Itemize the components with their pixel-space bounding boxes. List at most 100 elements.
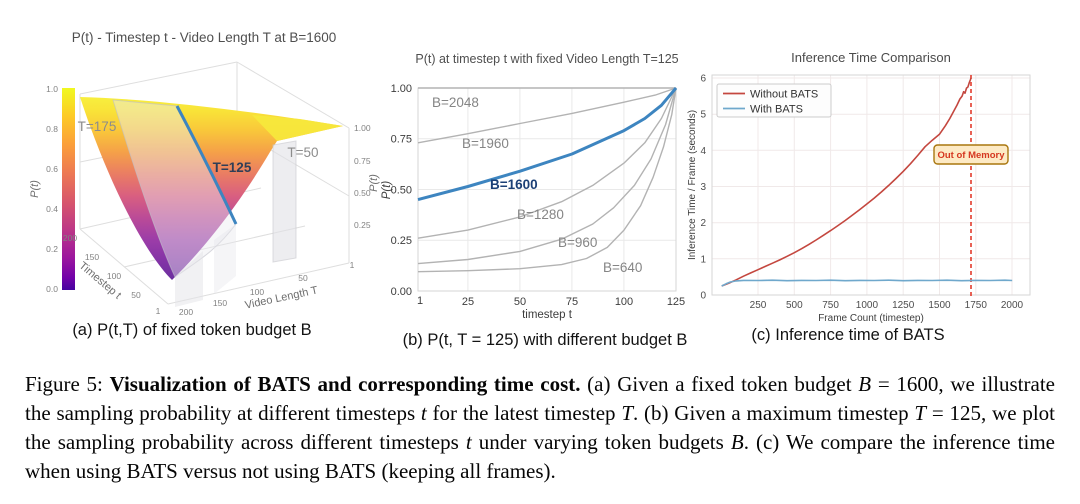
colorbar-tick: 1.0 — [46, 84, 58, 94]
panel-a-title: P(t) - Timestep t - Video Length T at B=… — [72, 30, 337, 45]
panel-c-legend: Without BATS With BATS — [716, 83, 832, 118]
colorbar-tick: 0.4 — [46, 204, 58, 214]
y-tick-label: 1 — [700, 254, 706, 265]
y-tick-label: 0.75 — [391, 134, 412, 146]
z-tick-label: 0.75 — [354, 156, 371, 166]
slice-floor-column-1 — [175, 251, 203, 307]
y-tick-label: 1.00 — [391, 83, 412, 95]
figure-panels: P(t) - Timestep t - Video Length T at B=… — [29, 30, 1031, 349]
y-tick-label: 0 — [700, 291, 706, 302]
colorbar-tick: 0.2 — [46, 244, 58, 254]
x-tick-label: 2000 — [1001, 300, 1024, 311]
caption-segment: T — [914, 401, 927, 425]
x-tick-label: 1750 — [965, 300, 988, 311]
panel-a-video-length-axis: 200 150 100 50 1 Video Length T — [179, 260, 355, 317]
caption-segment: T — [621, 401, 633, 425]
slice-plane-t50 — [272, 140, 297, 263]
panel-c-y-axis: 6 5 4 3 2 1 0 Inference Time / Frame (se… — [687, 74, 706, 302]
caption-segment: = 125, we plot the sampling probability … — [25, 401, 1055, 454]
colorbar-gradient — [62, 88, 75, 290]
caption-segment: Visualization of BATS and corresponding … — [109, 372, 581, 396]
x-tick-label: 1 — [417, 295, 423, 307]
caption-segment: B — [730, 430, 744, 454]
oom-badge-text: Out of Memory — [937, 150, 1005, 161]
curve-b1280 — [417, 87, 677, 239]
oom-badge-box — [933, 144, 1009, 165]
panel-b-x-axis-label: timestep t — [522, 309, 573, 321]
colorbar-tick: 0.6 — [46, 164, 58, 174]
curve-b640 — [417, 87, 677, 273]
panel-b-line-chart: P(t) at timestep t with fixed Video Leng… — [381, 52, 687, 349]
caption-segment: (a) Given a fixed token budget — [580, 372, 859, 396]
x-tick-label: 1250 — [892, 300, 915, 311]
x-tick-label: 200 — [63, 233, 77, 243]
figure-caption: Figure 5: Visualization of BATS and corr… — [0, 360, 1080, 486]
slice-label-t125: T=125 — [213, 160, 252, 175]
curve-label-b1280: B=1280 — [517, 207, 564, 222]
panel-c-plot-border — [711, 74, 1031, 296]
caption-segment: t — [420, 401, 427, 425]
y-tick-label: 2 — [700, 218, 706, 229]
curve-label-b640: B=640 — [603, 260, 642, 275]
panel-b-y-axis: 1.00 0.75 0.50 0.25 0.00 P(t) — [381, 83, 412, 298]
figure-svg: P(t) - Timestep t - Video Length T at B=… — [29, 30, 1031, 349]
x-tick-label: 1000 — [856, 300, 879, 311]
panel-a-subcaption: (a) P(t,T) of fixed token budget B — [72, 321, 311, 339]
x-tick-label: 250 — [750, 300, 767, 311]
legend-label-without-bats: Without BATS — [750, 89, 818, 101]
caption-segment: Figure 5: — [25, 372, 110, 396]
x-tick-label: 500 — [786, 300, 803, 311]
caption-segment: for the latest timestep — [426, 401, 622, 425]
y-tick-label: 150 — [213, 298, 227, 308]
curve-b1960 — [417, 87, 677, 144]
x-tick-label: 50 — [131, 290, 141, 300]
panel-b-subcaption: (b) P(t, T = 125) with different budget … — [403, 331, 688, 349]
x-tick-label: 25 — [462, 296, 474, 308]
x-tick-label: 150 — [85, 252, 99, 262]
panel-c-subcaption: (c) Inference time of BATS — [751, 326, 944, 344]
x-tick-label: 750 — [822, 300, 839, 311]
z-tick-label: 1.00 — [354, 123, 371, 133]
legend-label-with-bats: With BATS — [750, 104, 803, 116]
x-tick-label: 125 — [667, 296, 685, 308]
curve-b960 — [417, 87, 677, 265]
caption-segment: . (c) We compare the inference time when… — [25, 430, 1055, 483]
panel-a-3d-surface-plot: P(t) - Timestep t - Video Length T at B=… — [29, 30, 380, 339]
colorbar-tick: 0.0 — [46, 284, 58, 294]
y-tick-label: 5 — [700, 110, 706, 121]
z-axis-label: P(t) — [368, 174, 380, 192]
x-tick-label: 1500 — [928, 300, 951, 311]
y-tick-label: 0.25 — [391, 235, 412, 247]
caption-segment: t — [465, 430, 472, 454]
panel-b-y-axis-label: P(t) — [381, 181, 393, 200]
x-tick-label: 1 — [156, 306, 161, 316]
caption-segment: . (b) Given a maximum timestep — [633, 401, 915, 425]
z-tick-label: 0.50 — [354, 188, 371, 198]
curve-with-bats — [721, 279, 1013, 287]
y-tick-label: 0.50 — [391, 185, 412, 197]
y-tick-label: 200 — [179, 307, 193, 317]
highlighted-slice-curve-t125 — [175, 105, 238, 225]
surface-plateau — [252, 115, 343, 141]
curve-label-b1600: B=1600 — [490, 177, 538, 192]
caption-segment: under varying token budgets — [471, 430, 731, 454]
slice-label-t175: T=175 — [78, 119, 117, 134]
surface-3d — [80, 97, 343, 280]
y-tick-label: 6 — [700, 74, 706, 85]
panel-b-title: P(t) at timestep t with fixed Video Leng… — [415, 52, 678, 66]
panel-c-x-axis-label: Frame Count (timestep) — [818, 313, 924, 324]
x-tick-label: 100 — [615, 296, 633, 308]
curve-without-bats — [721, 77, 972, 287]
x-tick-label: 50 — [514, 296, 526, 308]
y-tick-label: 1 — [350, 260, 355, 270]
slice-floor-column-2 — [214, 224, 236, 294]
panel-c-title: Inference Time Comparison — [791, 50, 951, 65]
panel-a-z-axis: 1.00 0.75 0.50 0.25 P(t) — [354, 123, 380, 230]
oom-annotation-badge: Out of Memory — [933, 144, 1009, 165]
curve-label-b960: B=960 — [558, 235, 597, 250]
slice-label-t50: T=50 — [287, 145, 318, 160]
x-tick-label: 75 — [566, 296, 578, 308]
colorbar-tick: 0.8 — [46, 124, 58, 134]
panel-a-colorbar: 1.0 0.8 0.6 0.4 0.2 0.0 P(t) — [29, 84, 75, 294]
x-tick-label: 100 — [107, 271, 121, 281]
